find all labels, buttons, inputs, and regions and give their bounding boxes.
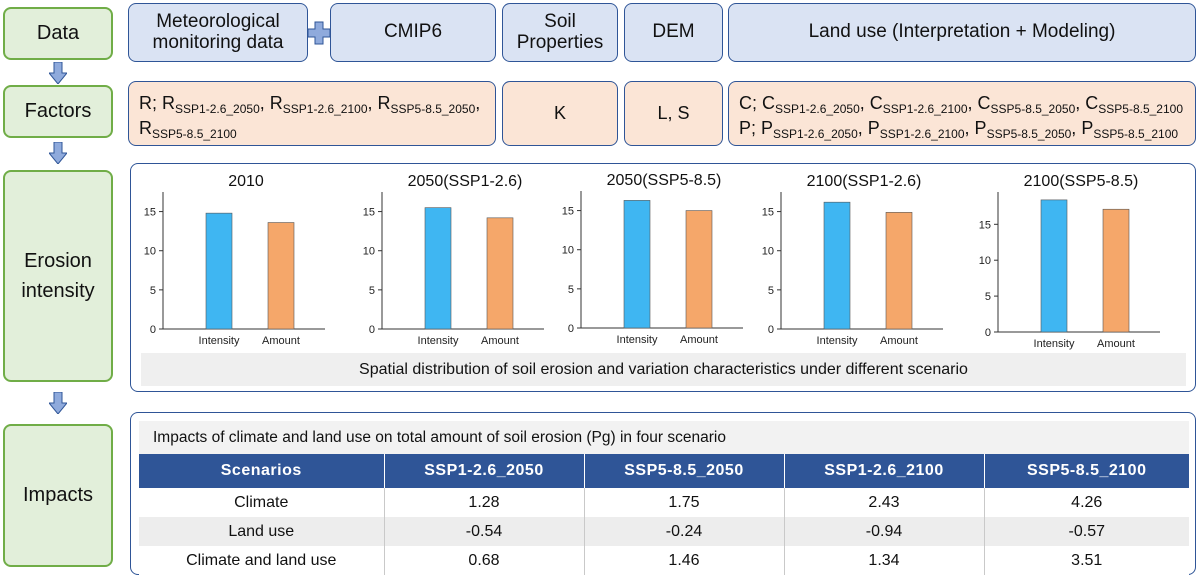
amount-bar [1102, 208, 1130, 333]
x-category-label: Intensity [1034, 338, 1075, 350]
y-tick-label: 0 [768, 324, 774, 336]
table-header-cell: Scenarios [139, 454, 385, 488]
y-tick-label: 15 [144, 207, 156, 219]
x-category-label: Amount [262, 335, 300, 347]
chart-title: 2100(SSP1-2.6) [807, 173, 922, 190]
intensity-bar [623, 200, 651, 329]
table-cell: -0.57 [984, 517, 1189, 546]
table-cell: 3.51 [984, 546, 1189, 575]
y-tick-label: 10 [363, 246, 375, 258]
table-cell: 2.43 [784, 488, 985, 517]
impacts-table-title: Impacts of climate and land use on total… [139, 421, 1189, 454]
table-cell: Climate and land use [139, 546, 385, 575]
ls-factor-box: L, S [624, 81, 723, 146]
table-cell: 1.34 [784, 546, 985, 575]
y-tick-label: 10 [979, 255, 991, 267]
intensity-bar [424, 207, 452, 330]
stage-erosion-intensity: Erosion intensity [3, 170, 113, 382]
table-row: Climate 1.28 1.75 2.43 4.26 [139, 488, 1189, 517]
x-category-label: Amount [1097, 338, 1135, 350]
y-tick-label: 10 [562, 245, 574, 257]
chart-title: 2050(SSP5-8.5) [607, 172, 722, 189]
x-category-label: Amount [880, 335, 918, 347]
table-row: Climate and land use 0.68 1.46 1.34 3.51 [139, 546, 1189, 575]
c-factor-line: C; CSSP1-2.6_2050, CSSP1-2.6_2100, CSSP5… [739, 93, 1183, 116]
y-tick-label: 0 [985, 327, 991, 339]
y-tick-label: 15 [762, 207, 774, 219]
cp-factor-box: C; CSSP1-2.6_2050, CSSP1-2.6_2100, CSSP5… [728, 81, 1196, 146]
y-tick-label: 10 [144, 246, 156, 258]
p-factor-line: P; PSSP1-2.6_2050, PSSP1-2.6_2100, PSSP5… [739, 118, 1179, 141]
y-tick-label: 5 [768, 285, 774, 297]
table-header-row: Scenarios SSP1-2.6_2050 SSP5-8.5_2050 SS… [139, 454, 1189, 488]
y-tick-label: 15 [979, 219, 991, 231]
table-cell: Land use [139, 517, 385, 546]
y-tick-label: 0 [369, 324, 375, 336]
stage-factors: Factors [3, 85, 113, 138]
y-tick-label: 0 [150, 324, 156, 336]
table-cell: -0.24 [584, 517, 785, 546]
x-category-label: Intensity [617, 334, 658, 346]
chart-title: 2100(SSP5-8.5) [1024, 173, 1139, 190]
table-cell: -0.54 [384, 517, 585, 546]
chart-title: 2010 [228, 173, 264, 190]
table-header-cell: SSP1-2.6_2100 [784, 454, 985, 488]
soil-properties-label: Soil Properties [516, 10, 604, 53]
table-cell: 1.46 [584, 546, 785, 575]
dem-box: DEM [624, 3, 723, 62]
down-arrow-icon [49, 392, 67, 414]
intensity-bar [1040, 199, 1068, 333]
r-factor-line-1: R; RSSP1-2.6_2050, RSSP1-2.6_2100, RSSP5… [139, 93, 481, 116]
table-cell: 0.68 [384, 546, 585, 575]
erosion-panel: 2010 0 5 10 15 Intensity Amount 2050(SSP1-2.6) 0… [130, 163, 1196, 392]
x-category-label: Intensity [199, 335, 240, 347]
chart-title: 2050(SSP1-2.6) [408, 173, 523, 190]
land-use-box: Land use (Interpretation + Modeling) [728, 3, 1196, 62]
x-category-label: Intensity [418, 335, 459, 347]
down-arrow-icon [49, 62, 67, 84]
table-header-cell: SSP5-8.5_2100 [984, 454, 1189, 488]
k-factor-box: K [502, 81, 618, 146]
table-cell: 1.75 [584, 488, 785, 517]
amount-bar [486, 217, 514, 330]
erosion-caption: Spatial distribution of soil erosion and… [141, 353, 1186, 386]
x-category-label: Amount [481, 335, 519, 347]
y-tick-label: 15 [363, 207, 375, 219]
cmip6-box: CMIP6 [330, 3, 496, 62]
r-factor-line-2: RSSP5-8.5_2100 [139, 118, 237, 141]
table-header-cell: SSP1-2.6_2050 [384, 454, 585, 488]
stage-impacts: Impacts [3, 424, 113, 567]
plus-icon [307, 21, 331, 45]
amount-bar [685, 210, 713, 329]
y-tick-label: 5 [568, 284, 574, 296]
table-row: Land use -0.54 -0.24 -0.94 -0.57 [139, 517, 1189, 546]
table-cell: 1.28 [384, 488, 585, 517]
table-cell: 4.26 [984, 488, 1189, 517]
r-factor-box: R; RSSP1-2.6_2050, RSSP1-2.6_2100, RSSP5… [128, 81, 496, 146]
y-tick-label: 5 [369, 285, 375, 297]
x-category-label: Amount [680, 334, 718, 346]
meteorological-data-box: Meteorological monitoring data [128, 3, 308, 62]
meteorological-data-label: Meteorological monitoring data [152, 10, 284, 53]
down-arrow-icon [49, 142, 67, 164]
table-cell: -0.94 [784, 517, 985, 546]
stage-data: Data [3, 7, 113, 60]
intensity-bar [823, 201, 851, 330]
impacts-panel: Impacts of climate and land use on total… [130, 412, 1196, 575]
table-cell: Climate [139, 488, 385, 517]
amount-bar [885, 212, 913, 330]
table-header-cell: SSP5-8.5_2050 [584, 454, 785, 488]
x-category-label: Intensity [817, 335, 858, 347]
intensity-bar [205, 212, 233, 330]
y-tick-label: 5 [150, 285, 156, 297]
y-tick-label: 0 [568, 323, 574, 335]
y-tick-label: 15 [562, 206, 574, 218]
amount-bar [267, 222, 295, 330]
y-tick-label: 5 [985, 291, 991, 303]
erosion-charts: 2010 0 5 10 15 Intensity Amount 2050(SSP1-2.6) 0… [144, 172, 1160, 350]
y-tick-label: 10 [762, 246, 774, 258]
impacts-table: Scenarios SSP1-2.6_2050 SSP5-8.5_2050 SS… [139, 454, 1189, 575]
soil-properties-box: Soil Properties [502, 3, 618, 62]
